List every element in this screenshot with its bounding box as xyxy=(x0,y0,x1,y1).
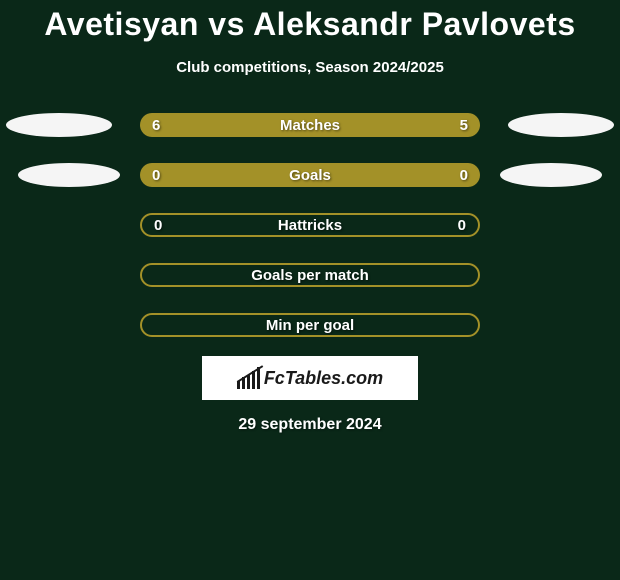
stat-value-left: 0 xyxy=(154,217,162,234)
stat-value-left: 6 xyxy=(152,117,160,134)
stats-infographic: Avetisyan vs Aleksandr Pavlovets Club co… xyxy=(0,0,620,434)
brand-logo: FcTables.com xyxy=(202,356,418,400)
stat-label: Min per goal xyxy=(266,317,354,334)
stat-value-right: 0 xyxy=(460,167,468,184)
page-title: Avetisyan vs Aleksandr Pavlovets xyxy=(44,6,575,43)
decor-ellipse-left xyxy=(18,163,120,187)
stat-bar: Min per goal xyxy=(140,313,480,337)
subtitle: Club competitions, Season 2024/2025 xyxy=(176,59,444,76)
stat-row-goals: 0 Goals 0 xyxy=(0,162,620,188)
stat-bar: 0 Goals 0 xyxy=(140,163,480,187)
stat-row-goals-per-match: Goals per match xyxy=(0,262,620,288)
stat-label: Goals xyxy=(289,167,331,184)
stat-label: Goals per match xyxy=(251,267,369,284)
stat-value-right: 5 xyxy=(460,117,468,134)
stats-list: 6 Matches 5 0 Goals 0 0 Hattricks 0 xyxy=(0,112,620,338)
stat-bar: 6 Matches 5 xyxy=(140,113,480,137)
stat-row-matches: 6 Matches 5 xyxy=(0,112,620,138)
brand-chart-icon xyxy=(237,367,260,389)
decor-ellipse-right xyxy=(508,113,614,137)
date-label: 29 september 2024 xyxy=(238,416,381,434)
brand-text: FcTables.com xyxy=(264,368,383,389)
decor-ellipse-right xyxy=(500,163,602,187)
stat-bar: Goals per match xyxy=(140,263,480,287)
stat-label: Hattricks xyxy=(278,217,342,234)
stat-value-right: 0 xyxy=(458,217,466,234)
stat-row-min-per-goal: Min per goal xyxy=(0,312,620,338)
stat-bar: 0 Hattricks 0 xyxy=(140,213,480,237)
decor-ellipse-left xyxy=(6,113,112,137)
stat-value-left: 0 xyxy=(152,167,160,184)
stat-row-hattricks: 0 Hattricks 0 xyxy=(0,212,620,238)
stat-label: Matches xyxy=(280,117,340,134)
